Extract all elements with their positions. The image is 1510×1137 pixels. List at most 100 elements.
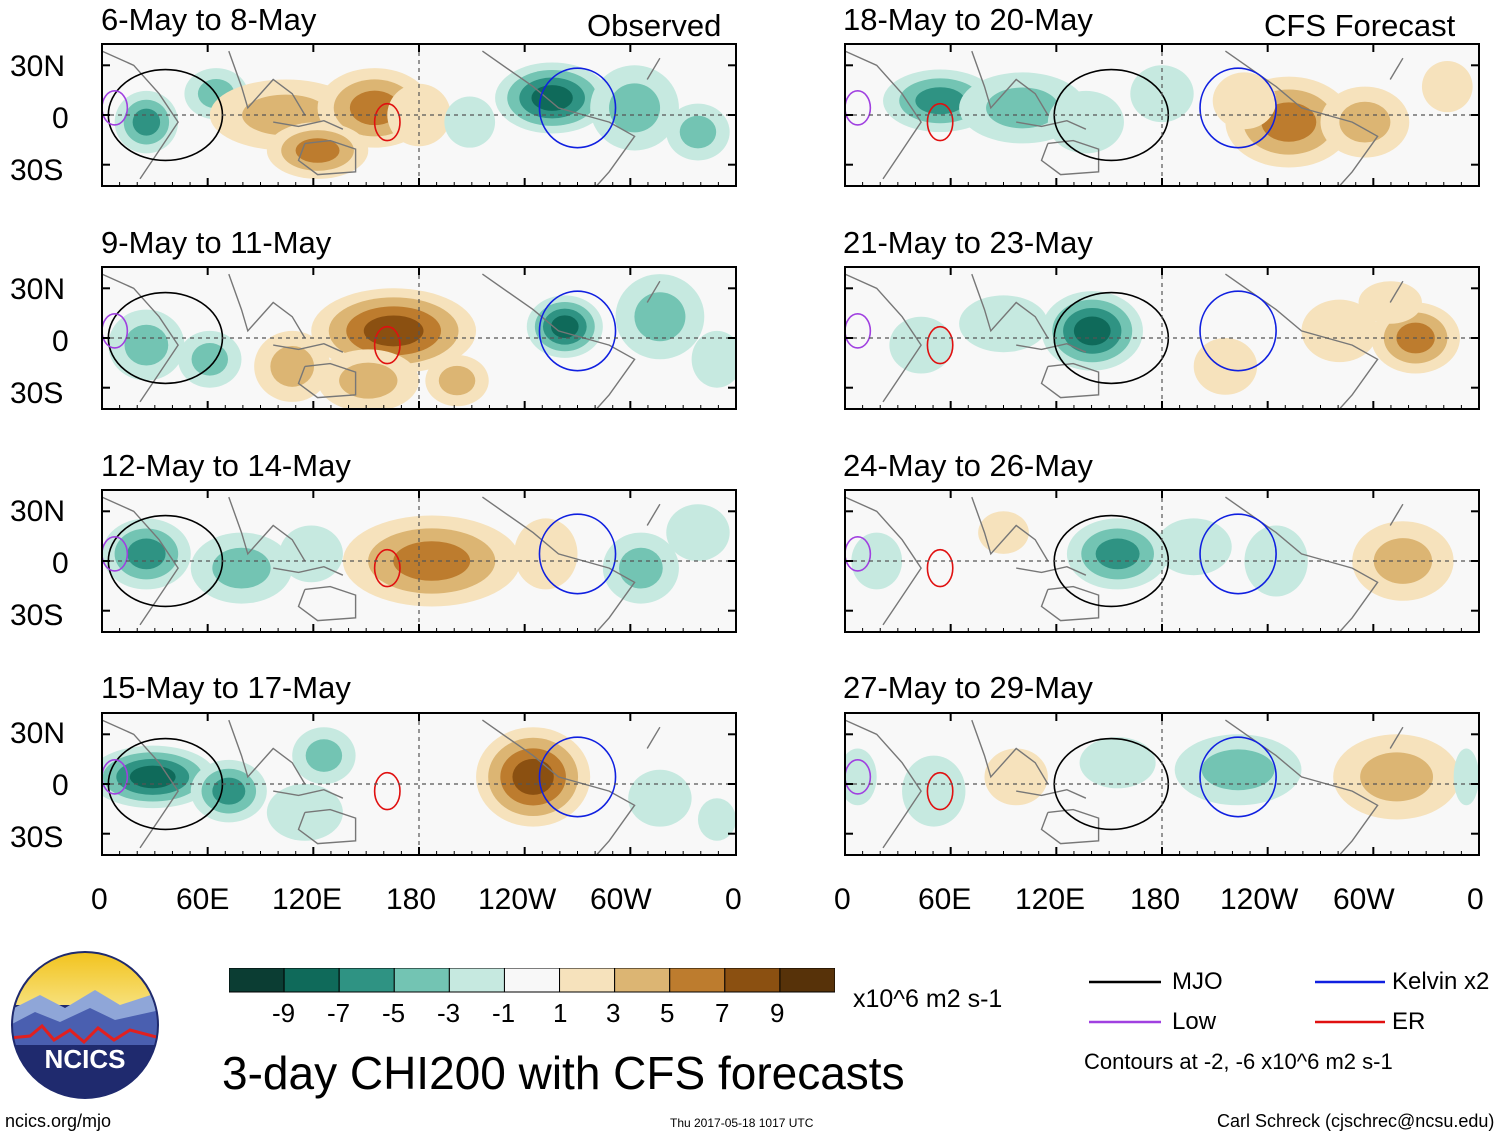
lon-label: 180 [386, 883, 437, 916]
anomaly-contour [1201, 749, 1275, 791]
coastline [273, 788, 344, 799]
lon-label: 60E [176, 883, 230, 916]
lon-label: 0 [91, 883, 108, 916]
colorbar-tick: 7 [715, 998, 730, 1028]
anomaly-contour [1373, 538, 1433, 584]
er-contour [926, 102, 954, 142]
lat-label-30s: 30S [10, 599, 64, 632]
coastline [228, 496, 306, 562]
anomaly-contour [387, 83, 451, 147]
er-contour [373, 771, 401, 811]
lat-label-0: 0 [52, 769, 69, 802]
anomaly-contour [124, 324, 169, 366]
map-panel [101, 712, 737, 856]
ncics-logo[interactable]: NCICS [10, 950, 160, 1100]
map-panel [101, 489, 737, 633]
anomaly-contour [305, 739, 343, 772]
anomaly-contour [691, 330, 736, 388]
anomaly-contour [1079, 737, 1156, 789]
low-contour [102, 536, 129, 572]
colorbar-tick: 3 [606, 998, 621, 1028]
coastline [228, 50, 306, 116]
coastline [1389, 280, 1404, 303]
anomaly-contour [959, 295, 1048, 353]
anomaly-contour [1301, 299, 1378, 363]
lon-label: 0 [725, 883, 742, 916]
er-contour [926, 771, 954, 811]
lon-label: 0 [834, 883, 851, 916]
anomaly-contour [1212, 72, 1277, 130]
kelvin-contour [538, 513, 617, 595]
lon-label: 60W [1333, 883, 1395, 916]
coastline [228, 719, 306, 785]
anomaly-contour [212, 547, 271, 589]
coastline [1389, 57, 1404, 80]
coastline [971, 719, 1049, 785]
coastline [971, 496, 1049, 562]
low-contour [102, 759, 129, 795]
anomaly-contour [1193, 338, 1258, 395]
anomaly-contour [851, 532, 903, 590]
er-contour [373, 102, 401, 142]
low-contour [102, 313, 129, 349]
panel-title: 12-May to 14-May [101, 448, 351, 483]
coastline [297, 362, 357, 399]
coastline [845, 50, 922, 180]
coastline [297, 808, 357, 845]
coastline [1040, 808, 1100, 845]
lat-label-30s: 30S [10, 821, 64, 854]
low-contour [845, 759, 872, 795]
er-contour [373, 325, 401, 365]
anomaly-contour [628, 769, 692, 827]
legend-er-label: ER [1392, 1008, 1426, 1035]
kelvin-contour [538, 736, 617, 818]
lat-label-0: 0 [52, 325, 69, 358]
site-url[interactable]: ncics.org/mjo [5, 1111, 112, 1131]
lat-label-30s: 30S [10, 377, 64, 410]
coastline [1389, 503, 1404, 526]
coastline [646, 57, 661, 80]
coastline [971, 50, 1049, 116]
anomaly-contour [978, 511, 1029, 554]
lat-label-30n: 30N [10, 50, 66, 83]
coastline [1016, 565, 1087, 576]
coastline [845, 273, 922, 403]
colorbar-swatch [448, 968, 505, 993]
anomaly-contour [212, 777, 246, 805]
panel-title: 9-May to 11-May [101, 225, 332, 260]
coastline [297, 139, 357, 176]
anomaly-contour [609, 83, 661, 133]
anomaly-contour [666, 504, 730, 561]
legend-kelvin-label: Kelvin x2 [1392, 968, 1490, 995]
kelvin-contour [1199, 290, 1277, 372]
coastline [971, 273, 1049, 339]
low-contour [845, 536, 872, 572]
anomaly-contour [679, 115, 717, 149]
anomaly-contour [132, 108, 161, 136]
colorbar-swatch [229, 968, 285, 993]
anomaly-contour [295, 138, 340, 163]
colorbar-swatch [559, 968, 616, 993]
anomaly-contour [551, 315, 579, 338]
coastline [273, 565, 344, 576]
anomaly-contour [349, 90, 400, 126]
anomaly-contour [279, 525, 343, 583]
map-panel [101, 266, 737, 410]
anomaly-contour [127, 538, 166, 570]
coastline [481, 273, 636, 409]
coastline [102, 496, 179, 626]
colorbar-tick: -5 [382, 998, 406, 1028]
coastline [273, 119, 344, 130]
timestamp: Thu 2017-05-18 1017 UTC [670, 1116, 814, 1130]
anomaly-contour [191, 342, 229, 376]
anomaly-contour [986, 87, 1059, 129]
colorbar-swatch [779, 968, 835, 993]
anomaly-contour [1261, 102, 1317, 142]
lat-label-30n: 30N [10, 273, 66, 306]
contour-note: Contours at -2, -6 x10^6 m2 s-1 [1084, 1049, 1393, 1074]
anomaly-contour [339, 362, 398, 399]
coastline [102, 273, 179, 403]
coastline [646, 726, 661, 749]
map-panels [101, 43, 1480, 856]
coastline [102, 50, 179, 180]
